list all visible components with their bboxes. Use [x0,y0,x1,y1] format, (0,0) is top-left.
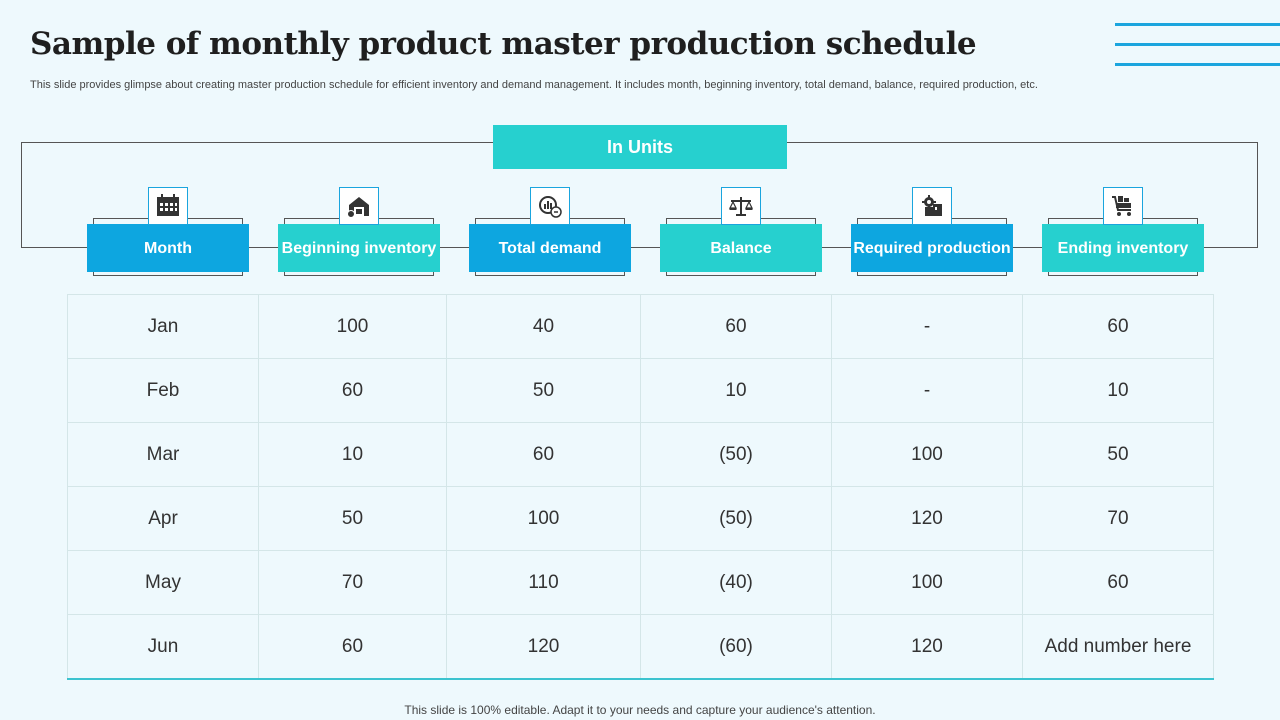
table-cell: (40) [640,550,832,615]
table-cell: 100 [831,550,1023,615]
calendar-icon [148,187,188,225]
decorative-lines [1115,23,1280,69]
table-cell: 70 [258,550,447,615]
column-header-ending-inventory: Ending inventory [1042,187,1204,279]
table-cell: 100 [831,422,1023,487]
table-cell: 40 [446,294,641,359]
column-header-total-demand: Total demand [469,187,631,279]
table-cell: Jan [67,294,259,359]
units-banner: In Units [493,125,787,169]
table-cell: 60 [640,294,832,359]
table-cell: Jun [67,614,259,679]
column-header-label: Beginning inventory [278,224,440,272]
warehouse-icon [339,187,379,225]
slide-subtitle: This slide provides glimpse about creati… [30,79,1038,91]
table-cell: - [831,294,1023,359]
column-header-label: Month [87,224,249,272]
column-header-label: Total demand [469,224,631,272]
table-row: Jan 100 40 60 - 60 [67,294,1214,359]
column-header-month: Month [87,187,249,279]
column-header-beginning-inventory: Beginning inventory [278,187,440,279]
column-header-label: Ending inventory [1042,224,1204,272]
production-schedule-table: Jan 100 40 60 - 60 Feb 60 50 10 - 10 Mar… [67,294,1214,680]
table-cell: Apr [67,486,259,551]
table-cell: Feb [67,358,259,423]
footer-note: This slide is 100% editable. Adapt it to… [404,703,876,717]
table-cell: 50 [258,486,447,551]
table-row: Feb 60 50 10 - 10 [67,358,1214,423]
cart-icon [1103,187,1143,225]
table-cell: 100 [258,294,447,359]
table-cell: 60 [446,422,641,487]
table-cell: 10 [258,422,447,487]
table-cell: - [831,358,1023,423]
table-row: Jun 60 120 (60) 120 Add number here [67,614,1214,679]
table-cell: May [67,550,259,615]
column-header-balance: Balance [660,187,822,279]
table-cell: 60 [258,358,447,423]
table-row: May 70 110 (40) 100 60 [67,550,1214,615]
table-cell: (60) [640,614,832,679]
scale-icon [721,187,761,225]
table-row: Apr 50 100 (50) 120 70 [67,486,1214,551]
table-row: Mar 10 60 (50) 100 50 [67,422,1214,487]
table-cell: 50 [446,358,641,423]
table-cell: 120 [831,486,1023,551]
production-gear-icon [912,187,952,225]
demand-chart-icon [530,187,570,225]
column-header-required-production: Required production [851,187,1013,279]
column-header-label: Required production [851,224,1013,272]
table-cell: 10 [1022,358,1214,423]
table-cell: 120 [831,614,1023,679]
table-cell: Mar [67,422,259,487]
table-cell[interactable]: Add number here [1022,614,1214,679]
slide-title: Sample of monthly product master product… [30,26,977,62]
table-cell: (50) [640,486,832,551]
table-cell: 120 [446,614,641,679]
table-cell: 50 [1022,422,1214,487]
table-cell: (50) [640,422,832,487]
table-cell: 100 [446,486,641,551]
table-cell: 70 [1022,486,1214,551]
column-header-label: Balance [660,224,822,272]
table-cell: 60 [258,614,447,679]
table-cell: 60 [1022,550,1214,615]
table-cell: 60 [1022,294,1214,359]
table-cell: 10 [640,358,832,423]
table-cell: 110 [446,550,641,615]
